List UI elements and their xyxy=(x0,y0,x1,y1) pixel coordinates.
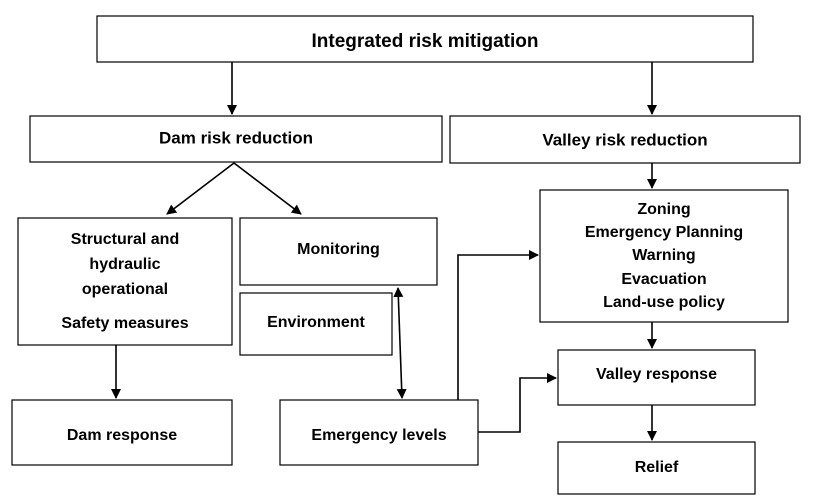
node-label: Structural and xyxy=(71,231,179,248)
arrow xyxy=(166,162,235,215)
node-label: Environment xyxy=(267,314,365,331)
node-box xyxy=(17,217,233,346)
boxes: Integrated risk mitigation Dam risk reduc… xyxy=(11,15,801,495)
double-arrow xyxy=(393,287,407,399)
node-label: operational xyxy=(82,281,168,298)
arrow xyxy=(478,373,557,433)
node-box xyxy=(239,217,438,286)
node-label: Zoning xyxy=(637,201,690,218)
node-box xyxy=(557,349,756,406)
node-label: Safety measures xyxy=(61,315,188,332)
node-label: Monitoring xyxy=(297,241,380,258)
node-label: Valley response xyxy=(596,366,717,383)
node-box xyxy=(279,399,479,466)
node-box xyxy=(557,441,756,495)
node-box xyxy=(539,189,789,323)
node-box xyxy=(239,292,393,356)
node-label: Integrated risk mitigation xyxy=(312,31,539,52)
node-label: Dam risk reduction xyxy=(159,128,313,147)
arrow xyxy=(457,250,539,400)
node-label: Dam response xyxy=(67,427,177,444)
node-box xyxy=(449,115,801,164)
node-label: Valley risk reduction xyxy=(542,130,707,149)
node-box xyxy=(11,399,233,466)
node-label: Warning xyxy=(632,247,695,264)
connectors xyxy=(111,62,657,441)
node-label: hydraulic xyxy=(89,256,160,273)
arrow xyxy=(233,162,302,215)
node-box xyxy=(96,15,754,63)
node-label: Relief xyxy=(635,459,679,476)
node-label: Evacuation xyxy=(621,271,706,288)
node-label: Land-use policy xyxy=(603,294,725,311)
node-box xyxy=(29,115,443,163)
node-label: Emergency Planning xyxy=(585,224,743,241)
node-label: Emergency levels xyxy=(311,427,446,444)
